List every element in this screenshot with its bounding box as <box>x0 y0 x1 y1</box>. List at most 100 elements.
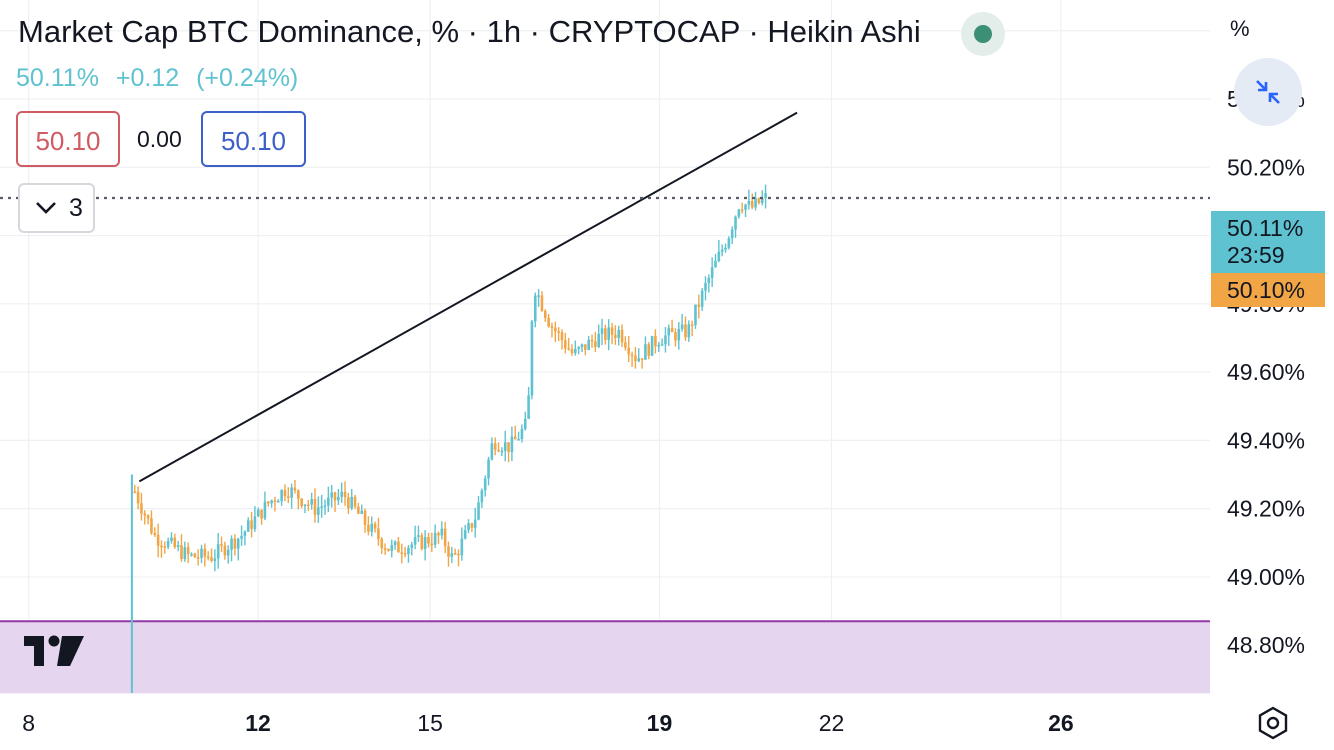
candle-body <box>470 523 474 528</box>
candle-body <box>487 459 490 479</box>
candle-body <box>714 260 717 268</box>
candle-body <box>200 548 203 558</box>
time-axis[interactable]: 8 12 15 19 22 26 <box>22 710 1073 736</box>
candle-body <box>600 328 604 334</box>
candle-body <box>594 341 597 347</box>
candle-body <box>263 501 267 519</box>
chevron-down-icon <box>36 202 56 214</box>
compress-button[interactable] <box>1234 58 1302 126</box>
candle-body <box>740 209 744 212</box>
candle-body <box>624 342 627 348</box>
candle-body <box>243 531 247 536</box>
candle-body <box>357 506 360 514</box>
candle-body <box>423 537 427 549</box>
candle-body <box>447 546 450 557</box>
candle-body <box>410 544 414 548</box>
candle-body <box>503 442 507 451</box>
x-tick-label: 8 <box>22 710 35 736</box>
candle-body <box>290 487 293 498</box>
candle-body <box>750 201 754 208</box>
candle-body <box>233 538 237 549</box>
candle-body <box>457 553 460 556</box>
candle-body <box>527 395 530 419</box>
x-tick-label: 26 <box>1048 710 1074 736</box>
candle-body <box>574 348 577 354</box>
candle-body <box>183 547 187 560</box>
candle-body <box>557 331 560 333</box>
candle-body <box>717 251 721 261</box>
status-dot-icon[interactable] <box>961 12 1005 56</box>
x-tick-label: 12 <box>245 710 271 736</box>
candle-body <box>146 515 150 519</box>
last-price-tag-value: 50.11% <box>1227 215 1304 241</box>
candle-body <box>276 501 280 503</box>
candle-body <box>550 326 554 328</box>
candle-body <box>380 539 384 549</box>
candle-body <box>670 328 674 333</box>
candle-body <box>360 510 364 514</box>
candle-body <box>440 528 444 536</box>
grid-lines <box>0 0 1210 693</box>
buy-button[interactable]: 50.10 <box>201 111 306 167</box>
candle-body <box>477 502 480 520</box>
candle-body <box>156 534 160 546</box>
countdown-timer: 23:59 <box>1227 242 1285 268</box>
candle-body <box>700 290 704 307</box>
candle-body <box>230 538 233 550</box>
candle-body <box>390 545 394 551</box>
candle-body <box>690 324 694 326</box>
candle-body <box>654 336 657 347</box>
candle-body <box>493 443 497 450</box>
candle-body <box>280 490 283 502</box>
drawings[interactable] <box>0 111 1210 483</box>
candle-body <box>640 358 644 360</box>
y-tick-label: 50.20% <box>1227 154 1305 180</box>
candle-body <box>467 523 470 531</box>
price-axis[interactable]: 48.80%49.00%49.20%49.40%49.60%49.80%50.2… <box>1227 86 1305 658</box>
candle-body <box>350 496 354 509</box>
candle-body <box>303 504 307 507</box>
candle-body <box>393 541 397 546</box>
candle-body <box>754 198 757 208</box>
candle-body <box>604 328 607 340</box>
candle-body <box>143 513 147 516</box>
x-tick-label: 22 <box>819 710 845 736</box>
tradingview-logo-icon[interactable] <box>22 634 86 668</box>
y-tick-label: 48.80% <box>1227 632 1305 658</box>
candle-body <box>136 491 140 504</box>
price-change-pct: (+0.24%) <box>196 64 299 92</box>
candle-body <box>537 295 540 297</box>
zone-fill <box>0 621 1210 694</box>
candle-body <box>460 538 464 556</box>
candle-body <box>333 492 337 501</box>
candle-body <box>687 324 691 338</box>
x-tick-label: 15 <box>417 710 443 736</box>
candle-body <box>317 507 320 515</box>
gear-icon[interactable] <box>1256 706 1290 740</box>
compress-arrows-icon <box>1256 80 1280 104</box>
candle-body <box>587 339 590 350</box>
candle-body <box>250 520 253 530</box>
candle-body <box>300 498 303 506</box>
trend-line <box>138 111 798 483</box>
candle-body <box>377 528 380 540</box>
candle-body <box>674 332 677 341</box>
candle-body <box>160 545 163 548</box>
candle-body <box>373 523 377 529</box>
x-tick-label: 19 <box>647 710 673 736</box>
candle-body <box>213 558 217 561</box>
candle-body <box>196 557 200 559</box>
sell-button[interactable]: 50.10 <box>16 111 120 167</box>
candle-body <box>307 504 310 507</box>
candle-body <box>620 329 624 343</box>
candle-body <box>657 345 661 347</box>
candle-body <box>617 329 621 338</box>
candle-body <box>497 449 500 452</box>
candle-body <box>190 553 193 556</box>
chart-title: Market Cap BTC Dominance, % · 1h · CRYPT… <box>18 14 921 49</box>
candle-body <box>747 201 751 205</box>
candle-body <box>483 478 487 491</box>
indicators-toggle-button[interactable]: 3 <box>18 183 95 233</box>
candle-body <box>206 556 210 559</box>
